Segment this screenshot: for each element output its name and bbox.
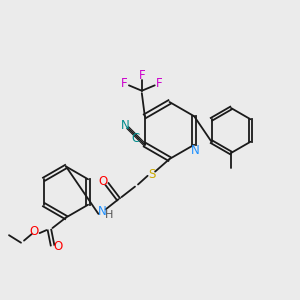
Text: N: N xyxy=(98,205,106,218)
Text: O: O xyxy=(99,175,108,188)
Text: H: H xyxy=(105,210,114,220)
Text: F: F xyxy=(121,77,128,90)
Text: C: C xyxy=(131,132,139,145)
Text: N: N xyxy=(121,119,130,132)
Text: N: N xyxy=(191,144,200,157)
Text: F: F xyxy=(156,77,163,90)
Text: F: F xyxy=(139,69,145,82)
Text: O: O xyxy=(30,225,39,238)
Text: S: S xyxy=(148,167,155,181)
Text: O: O xyxy=(53,239,62,253)
